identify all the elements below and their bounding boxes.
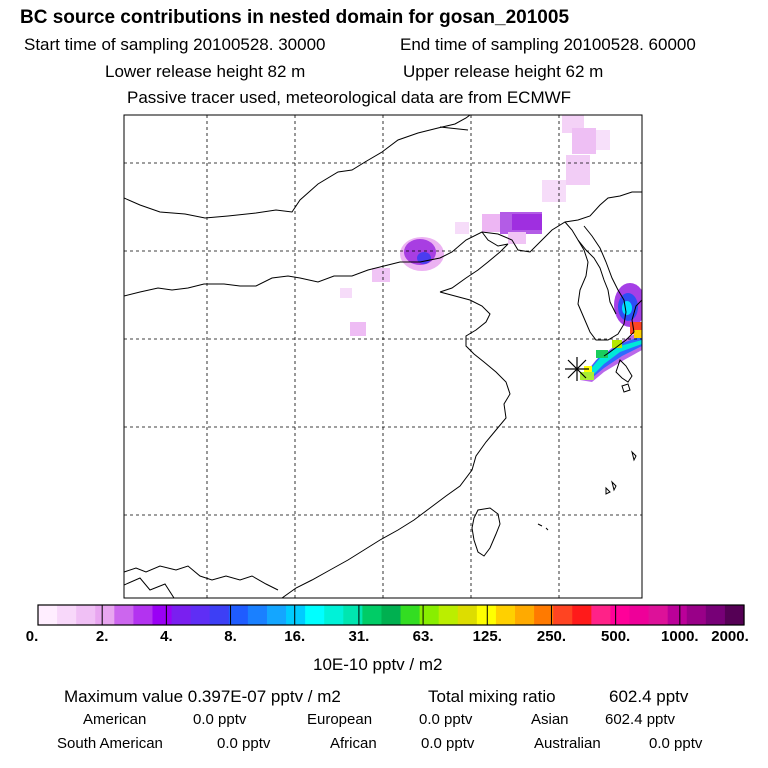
colorbar-swatch	[57, 605, 77, 625]
plume-cell	[512, 214, 542, 230]
colorbar-swatch	[629, 605, 650, 625]
colorbar-swatch	[324, 605, 344, 625]
max-value-label: Maximum value 0.397E-07 pptv / m2	[64, 687, 341, 706]
plume-cell	[508, 232, 526, 244]
plume-cell	[634, 330, 642, 338]
colorbar-swatch	[343, 605, 363, 625]
plume-cell	[566, 155, 590, 185]
colorbar-swatch	[610, 605, 631, 625]
colorbar-swatch	[95, 605, 115, 625]
colorbar-swatch	[400, 605, 421, 625]
colorbar-swatch	[266, 605, 287, 625]
colorbar-tick-label: 250.	[536, 628, 567, 645]
colorbar-tick-label: 2000.	[711, 628, 749, 645]
colorbar-swatch	[381, 605, 402, 625]
coastlines	[124, 115, 642, 598]
region-american-value: 0.0 pptv	[193, 711, 247, 728]
colorbar-swatch	[495, 605, 516, 625]
colorbar-tick-label: 0.	[25, 628, 39, 645]
plume-cell	[455, 222, 469, 234]
total-mixing-value: 602.4 pptv	[609, 687, 689, 706]
colorbar-swatch	[724, 605, 745, 625]
region-asian-label: Asian	[531, 711, 569, 728]
grid-lines	[124, 115, 642, 598]
region-south-american-value: 0.0 pptv	[217, 735, 271, 752]
colorbar-swatch	[534, 605, 554, 625]
start-time: Start time of sampling 20100528. 30000	[24, 35, 326, 54]
colorbar-swatch	[572, 605, 592, 625]
colorbar-swatch	[457, 605, 478, 625]
lower-release-height: Lower release height 82 m	[105, 62, 306, 81]
tracer-note: Passive tracer used, meteorological data…	[127, 88, 572, 107]
colorbar-swatch	[648, 605, 669, 625]
colorbar-tick-label: 63.	[412, 628, 434, 645]
colorbar-swatch	[76, 605, 96, 625]
map-frame	[123, 114, 643, 599]
region-european-label: European	[307, 711, 373, 728]
colorbar-unit-label: 10E-10 pptv / m2	[313, 655, 443, 674]
colorbar-swatch	[305, 605, 325, 625]
colorbar-swatch	[515, 605, 535, 625]
upper-release-height: Upper release height 62 m	[403, 62, 604, 81]
end-time: End time of sampling 20100528. 60000	[400, 35, 696, 54]
colorbar-swatch	[228, 605, 249, 625]
colorbar-swatch	[705, 605, 726, 625]
region-african-value: 0.0 pptv	[421, 735, 475, 752]
colorbar-tick-label: 31.	[348, 628, 370, 645]
plume-cell	[372, 268, 390, 282]
plume-cell	[612, 340, 622, 348]
colorbar-swatch	[114, 605, 134, 625]
colorbar-tick-label: 1000.	[661, 628, 699, 645]
colorbar	[38, 605, 745, 625]
map-title: BC source contributions in nested domain…	[20, 7, 570, 28]
colorbar-swatch	[362, 605, 383, 625]
colorbar-swatch	[247, 605, 268, 625]
colorbar-swatch	[38, 605, 58, 625]
plume-cell	[580, 372, 594, 380]
region-australian-label: Australian	[534, 735, 601, 752]
plume-cell	[596, 350, 608, 358]
colorbar-tick-label: 8.	[224, 628, 237, 645]
colorbar-swatch	[133, 605, 154, 625]
region-south-american-label: South American	[57, 735, 163, 752]
colorbar-swatch	[476, 605, 497, 625]
colorbar-swatch	[190, 605, 211, 625]
region-african-label: African	[330, 735, 377, 752]
plume-cell	[596, 130, 610, 150]
colorbar-tick-label: 500.	[601, 628, 631, 645]
plume-cell	[588, 340, 642, 374]
total-mixing-label: Total mixing ratio	[428, 687, 556, 706]
plume-cell	[350, 322, 366, 336]
plume-cell	[572, 128, 596, 154]
colorbar-swatch	[553, 605, 573, 625]
colorbar-tick-label: 4.	[160, 628, 173, 645]
colorbar-tick-label: 16.	[284, 628, 306, 645]
colorbar-swatch	[438, 605, 459, 625]
colorbar-swatch	[152, 605, 173, 625]
colorbar-swatch	[209, 605, 230, 625]
receptor-marker-icon	[565, 357, 589, 381]
plume-cell	[340, 288, 352, 298]
region-asian-value: 602.4 pptv	[605, 711, 676, 728]
colorbar-swatch	[686, 605, 707, 625]
region-australian-value: 0.0 pptv	[649, 735, 703, 752]
region-american-label: American	[83, 711, 147, 728]
colorbar-tick-label: 125.	[472, 628, 502, 645]
colorbar-swatch	[591, 605, 612, 625]
plume-cell	[542, 180, 566, 202]
colorbar-frame	[37, 604, 745, 626]
region-european-value: 0.0 pptv	[419, 711, 473, 728]
colorbar-swatch	[667, 605, 688, 625]
colorbar-tick-label: 2.	[95, 628, 109, 645]
colorbar-swatch	[171, 605, 192, 625]
colorbar-swatch	[419, 605, 440, 625]
plume-cell	[622, 301, 632, 315]
colorbar-swatch	[286, 605, 306, 625]
